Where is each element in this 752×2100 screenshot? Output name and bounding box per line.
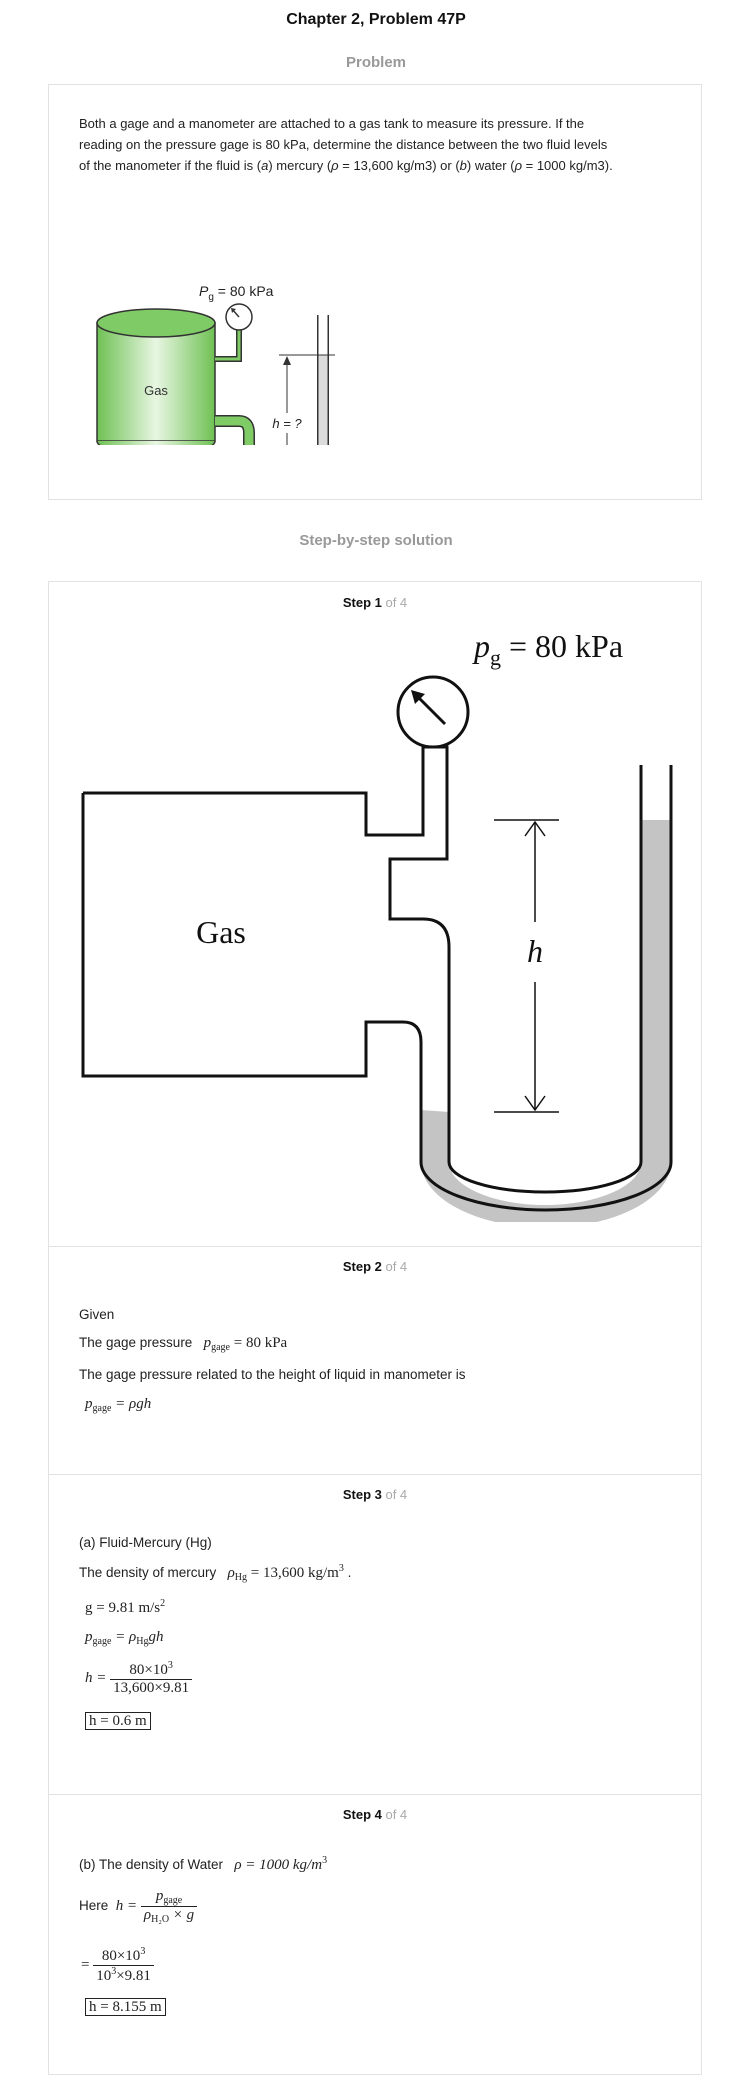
tank-top <box>96 308 216 338</box>
svg-text:pg = 80 kPa: pg = 80 kPa <box>472 628 623 670</box>
relation-eq: pgage = ρgh <box>85 1396 152 1414</box>
problem-line-1: Both a gage and a manometer are attached… <box>79 116 585 131</box>
page-title: Chapter 2, Problem 47P <box>286 11 466 28</box>
g-eq: g = 9.81 m/s2 <box>85 1598 166 1616</box>
h-label: h <box>527 933 543 969</box>
pgage-eq: pgage = ρHggh <box>85 1629 164 1647</box>
problem-figure: Pg = 80 kPa Gas h = ? <box>96 283 335 445</box>
solution-heading: Step-by-step solution <box>299 532 453 549</box>
answer-a: h = 0.6 m <box>85 1712 151 1730</box>
mercury-density-line: The density of mercury ρHg = 13,600 kg/m… <box>79 1563 352 1583</box>
tank-outline <box>83 745 451 948</box>
problem-box: Both a gage and a manometer are attached… <box>48 84 702 500</box>
h-label: h = ? <box>272 416 302 431</box>
solution-box: Step 1 of 4 pg = 80 kPa h Gas Step 2 of … <box>48 581 702 2075</box>
given-label: Given <box>79 1307 115 1322</box>
gas-label: Gas <box>144 383 168 398</box>
answer-b: h = 8.155 m <box>85 1998 166 2016</box>
divider <box>49 1474 701 1475</box>
manometer-tube <box>419 765 673 1212</box>
here-eq: Here h = pgage ρH₂O × g <box>79 1888 198 1925</box>
tank-body <box>96 322 216 442</box>
problem-statement: Both a gage and a manometer are attached… <box>79 113 679 176</box>
problem-line-2: reading on the pressure gage is 80 kPa, … <box>79 137 608 152</box>
step-3-header: Step 3 of 4 <box>342 1487 408 1502</box>
gage-pressure-line: The gage pressure pgage = 80 kPa <box>79 1335 288 1353</box>
divider <box>49 1246 701 1247</box>
step-4-header: Step 4 of 4 <box>342 1807 408 1822</box>
svg-text:Pg = 80 kPa: Pg = 80 kPa <box>199 283 274 303</box>
relation-text: The gage pressure related to the height … <box>79 1367 466 1382</box>
problem-line-3: of the manometer if the fluid is (a) mer… <box>79 158 613 173</box>
h-fraction-eq: h = 80×103 13,600×9.81 <box>85 1660 193 1697</box>
step-2-header: Step 2 of 4 <box>342 1259 408 1274</box>
part-a-label: (a) Fluid-Mercury (Hg) <box>79 1535 212 1550</box>
numeric-fraction-eq: = 80×103 103×9.81 <box>81 1946 154 1985</box>
problem-heading: Problem <box>345 54 406 71</box>
divider <box>49 1794 701 1795</box>
water-density-line: (b) The density of Water ρ = 1000 kg/m3 <box>79 1855 328 1873</box>
step-1-header: Step 1 of 4 <box>342 595 408 610</box>
step-1-figure: pg = 80 kPa h Gas <box>81 628 673 1222</box>
gas-label: Gas <box>196 914 246 950</box>
